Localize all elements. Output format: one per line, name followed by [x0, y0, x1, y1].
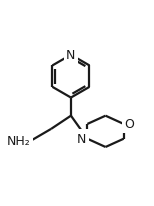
Text: N: N	[66, 49, 76, 62]
Text: NH₂: NH₂	[7, 134, 31, 147]
Text: O: O	[124, 118, 134, 131]
Text: N: N	[77, 132, 87, 145]
